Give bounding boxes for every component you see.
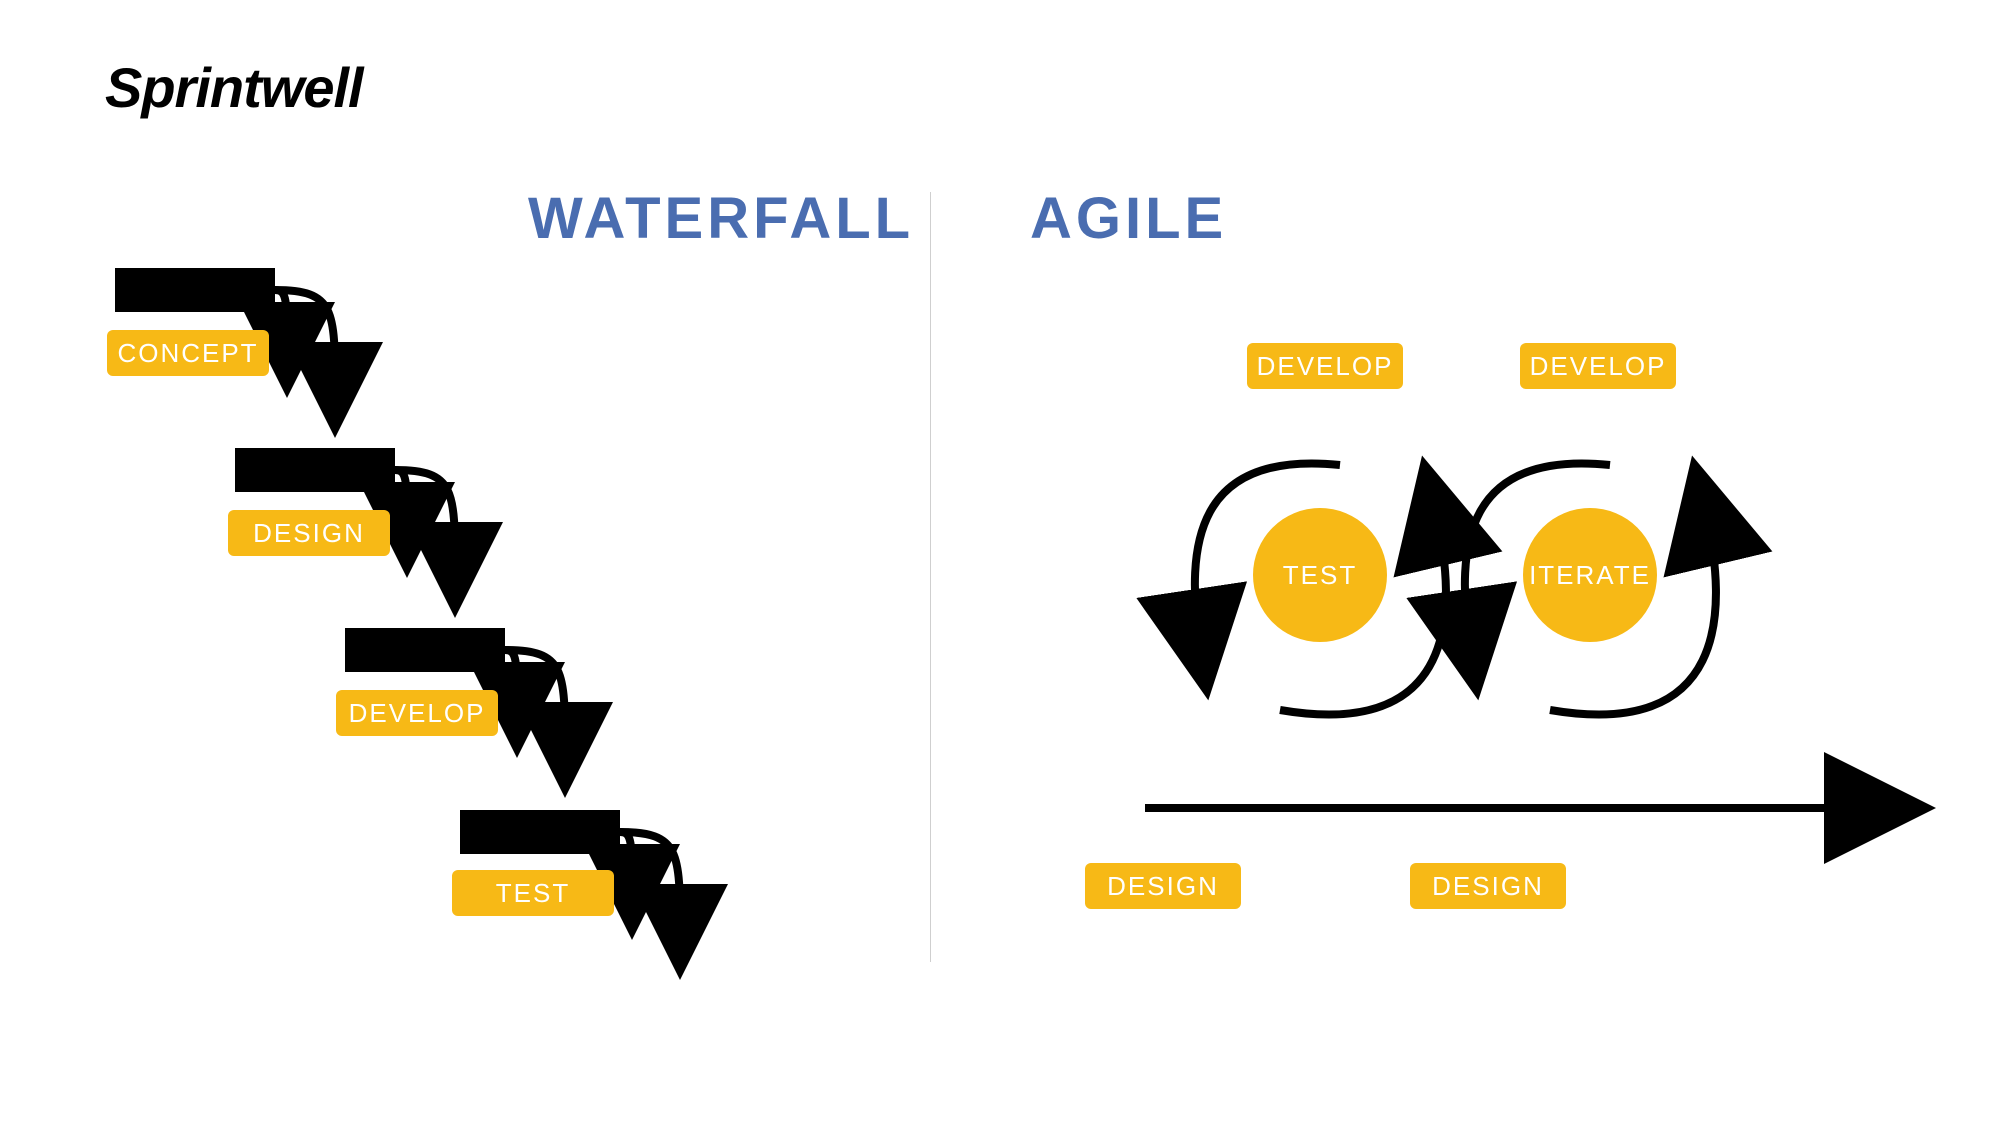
waterfall-bar bbox=[115, 268, 275, 312]
heading-waterfall: WATERFALL bbox=[528, 185, 914, 252]
waterfall-step-label: TEST bbox=[452, 870, 614, 916]
vertical-divider bbox=[930, 192, 931, 962]
waterfall-step-label: DEVELOP bbox=[336, 690, 498, 736]
brand-logo: Sprintwell bbox=[105, 55, 363, 120]
heading-agile: AGILE bbox=[1030, 185, 1227, 252]
waterfall-step-label: DESIGN bbox=[228, 510, 390, 556]
waterfall-step-label: CONCEPT bbox=[107, 330, 269, 376]
waterfall-bar bbox=[345, 628, 505, 672]
diagram-canvas: Sprintwell WATERFALL AGILE CONCEPT DESIG… bbox=[0, 0, 1999, 1143]
waterfall-arrow-icon bbox=[600, 800, 900, 1100]
agile-loop-arrows-icon bbox=[1050, 380, 1950, 880]
waterfall-bar bbox=[460, 810, 620, 854]
waterfall-bar bbox=[235, 448, 395, 492]
